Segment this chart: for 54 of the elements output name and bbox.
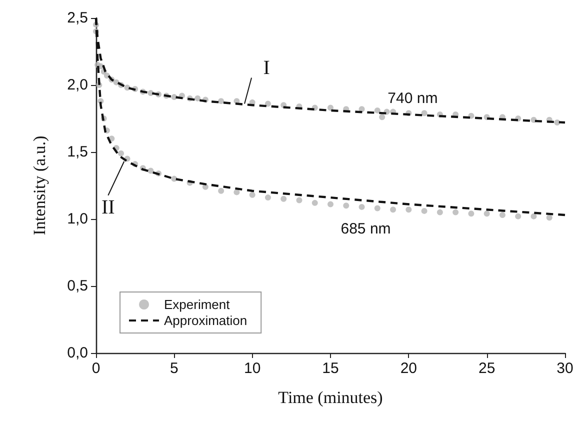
point (421, 208, 428, 214)
point (328, 201, 334, 208)
point (554, 120, 560, 126)
x-tick-label: 20 (400, 360, 418, 377)
annotation: 685 nm (340, 220, 391, 238)
point (343, 202, 350, 209)
point (546, 214, 552, 221)
point (118, 150, 124, 156)
y-tick-label: 2,5 (67, 10, 88, 26)
point (358, 204, 365, 210)
point (194, 95, 201, 102)
point (390, 206, 396, 213)
x-axis-title: Time (minutes) (278, 388, 383, 407)
legend-label: Experiment (164, 297, 230, 312)
point (264, 100, 271, 107)
annotation: 740 nm (388, 90, 438, 107)
point (530, 213, 537, 220)
y-tick-label: 2,0 (67, 76, 88, 94)
y-axis-title: Intensity (a.u.) (30, 136, 49, 236)
point (452, 209, 459, 216)
point (264, 194, 271, 201)
point (468, 210, 474, 217)
point (218, 188, 224, 194)
x-tick-label: 5 (170, 360, 178, 377)
point (374, 205, 380, 212)
y-tick-label: 0,5 (67, 278, 88, 294)
x-tick-label: 25 (478, 360, 496, 377)
point (148, 168, 154, 174)
point (312, 200, 318, 206)
y-tick-label: 0,0 (67, 344, 88, 362)
point (249, 192, 256, 198)
x-tick-label: 15 (322, 360, 339, 377)
point (421, 110, 428, 116)
point (171, 94, 178, 100)
point (379, 114, 386, 120)
point (280, 196, 287, 202)
point (328, 104, 334, 111)
point (374, 107, 380, 114)
point (234, 189, 240, 196)
x-tick-label: 10 (244, 360, 261, 377)
point (218, 98, 224, 104)
annotation: I (263, 56, 270, 79)
x-tick-label: 0 (92, 360, 100, 377)
legend-label: Approximation (164, 313, 248, 328)
point (406, 206, 412, 213)
x-tick-label: 30 (556, 360, 574, 377)
point (484, 210, 490, 217)
y-tick-label: 1,5 (67, 144, 88, 160)
annotation: II (101, 196, 115, 218)
point (436, 209, 443, 216)
point (499, 212, 506, 218)
point (296, 197, 302, 204)
y-tick-label: 1,0 (67, 210, 88, 228)
point (515, 213, 522, 220)
